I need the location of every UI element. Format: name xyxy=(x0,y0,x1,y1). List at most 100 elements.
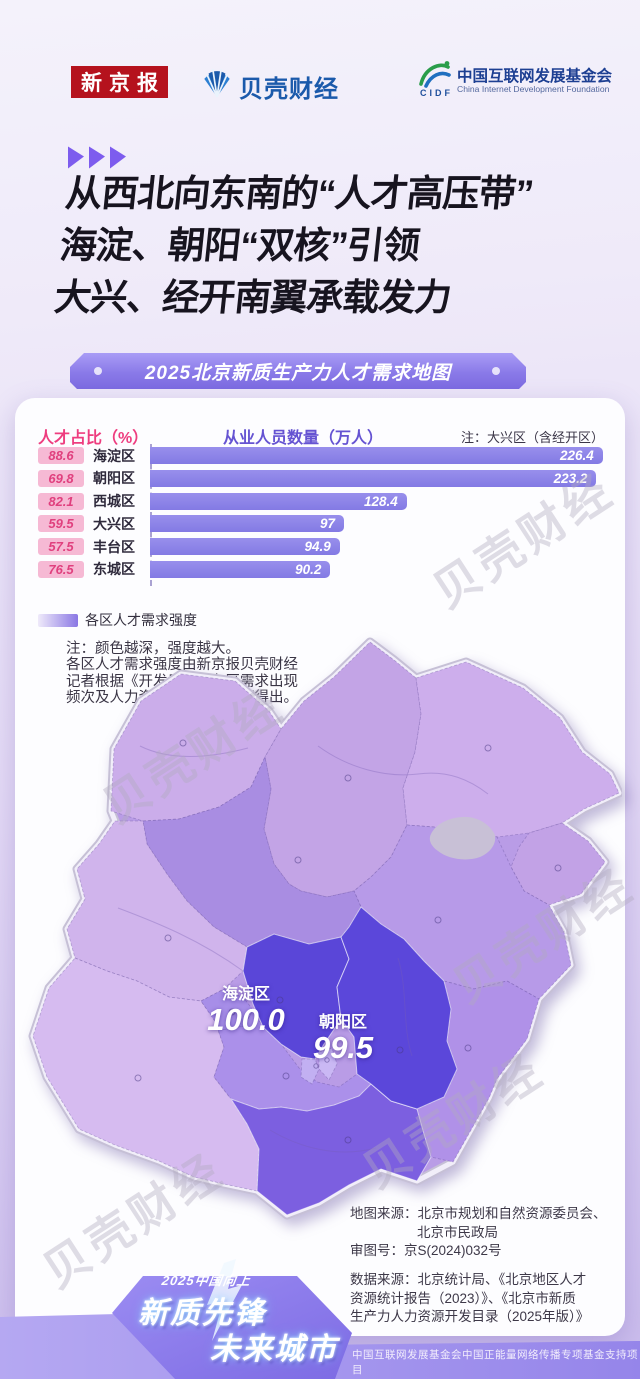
cidf-name-en: China Internet Development Foundation xyxy=(457,84,610,94)
section-banner: 2025北京新质生产力人才需求地图 xyxy=(70,353,526,389)
chart-header-workers: 从业人员数量（万人） xyxy=(222,430,383,447)
footer-graphic xyxy=(0,1255,640,1379)
river-line xyxy=(139,745,249,757)
bar-track: 226.4 xyxy=(150,447,604,464)
table-row: 59.5 大兴区 97 xyxy=(38,515,604,533)
district-label: 西城区 xyxy=(93,493,135,510)
district-label: 海淀区 xyxy=(93,447,135,464)
bar: 97 xyxy=(150,515,344,533)
district-label: 朝阳区 xyxy=(93,470,135,487)
miyun-reservoir xyxy=(429,816,496,860)
bar-track: 223.2 xyxy=(150,469,604,487)
river-line xyxy=(117,907,244,972)
source-line: 生产力人力资源开发目录（2025年版）》 xyxy=(350,1309,590,1324)
district-haidian xyxy=(242,933,350,1060)
cidf-logo-icon xyxy=(418,60,452,93)
cidf-abbr: CIDF xyxy=(420,88,453,98)
map-source-text: 地图来源：北京市规划和自然资源委员会、 北京市民政局 审图号：京S(2024)0… xyxy=(350,1205,622,1261)
share-badge: 57.5 xyxy=(38,538,84,556)
district-shijingshan xyxy=(200,988,254,1031)
district-seat-markers xyxy=(134,739,562,1144)
xinjingbao-logo: 新京报 xyxy=(71,66,168,98)
bar: 90.2 xyxy=(150,560,331,578)
chaoyang-value: 99.5 xyxy=(312,1030,374,1065)
bar-chart: 88.6 海淀区 226.4 69.8 朝阳区 223.2 82.1 西城区 1… xyxy=(38,447,604,578)
share-badge: 82.1 xyxy=(38,492,84,510)
chart-note: 注：大兴区（含经开区） xyxy=(460,430,604,445)
share-badge: 88.6 xyxy=(38,447,84,464)
legend-gradient-swatch xyxy=(38,613,78,627)
chart-header-share: 人才占比（%） xyxy=(38,430,149,447)
banner-title: 2025北京新质生产力人才需求地图 xyxy=(144,362,452,384)
bar-track: 94.9 xyxy=(150,538,604,556)
beike-shell-icon xyxy=(199,63,235,104)
note-line: 各区人才需求强度由新京报贝壳财经 xyxy=(66,657,298,674)
haidian-name: 海淀区 xyxy=(221,986,270,1003)
table-row: 76.5 东城区 90.2 xyxy=(38,560,604,578)
source-line: 北京市民政局 xyxy=(417,1224,498,1240)
map-legend: 各区人才需求强度 xyxy=(38,610,197,630)
beijing-choropleth-map xyxy=(18,628,624,1233)
data-source-text: 数据来源：北京统计局、《北京地区人才 资源统计报告（2023）》、《北京市新质 … xyxy=(350,1271,626,1327)
river-line xyxy=(397,957,413,1057)
table-row: 88.6 海淀区 226.4 xyxy=(38,447,604,464)
title-line-1: 从西北向东南的“人才高压带” xyxy=(63,173,535,214)
bar: 226.4 xyxy=(150,447,603,464)
chart-header: 人才占比（%） 从业人员数量（万人） 注：大兴区（含经开区） xyxy=(38,424,604,447)
source-line: 审图号：京S(2024)032号 xyxy=(350,1243,502,1258)
share-badge: 59.5 xyxy=(38,515,84,533)
district-xicheng xyxy=(300,1058,320,1085)
table-row: 69.8 朝阳区 223.2 xyxy=(38,469,604,487)
title-line-2: 海淀、朝阳“双核”引领 xyxy=(57,225,422,266)
footer-support-text: 中国互联网发展基金会中国正能量网络传播专项基金支持项目 xyxy=(352,1349,638,1376)
banner-dot-right xyxy=(492,367,500,375)
bar-track: 97 xyxy=(150,515,604,533)
source-line: 地图来源：北京市规划和自然资源委员会、 xyxy=(350,1206,607,1221)
district-huairou xyxy=(263,641,422,898)
beike-logo-text: 贝壳财经 xyxy=(239,76,339,103)
river-line xyxy=(317,745,489,795)
bar-value: 223.2 xyxy=(553,470,588,486)
district-label: 东城区 xyxy=(93,561,135,578)
legend-label: 各区人才需求强度 xyxy=(85,612,197,628)
page-title: 从西北向东南的“人才高压带” 海淀、朝阳“双核”引领 大兴、经开南翼承载发力 xyxy=(52,168,636,324)
district-chaoyang xyxy=(336,906,458,1110)
share-badge: 69.8 xyxy=(38,469,84,487)
bar-value: 128.4 xyxy=(364,493,398,509)
bar-value: 226.4 xyxy=(560,448,594,463)
source-line: 数据来源：北京统计局、《北京地区人才 xyxy=(350,1272,587,1287)
chaoyang-map-label: 朝阳区 99.5 xyxy=(284,1008,402,1064)
district-mentougou xyxy=(66,820,248,1002)
bar-track: 90.2 xyxy=(150,560,604,578)
district-daxing xyxy=(229,1083,432,1216)
cidf-name-cn: 中国互联网发展基金会 xyxy=(457,68,613,85)
bar-value: 94.9 xyxy=(304,539,331,555)
share-badge: 76.5 xyxy=(38,560,84,578)
table-row: 57.5 丰台区 94.9 xyxy=(38,538,604,556)
bar-track: 128.4 xyxy=(150,492,604,510)
district-dongcheng xyxy=(318,1047,338,1081)
chart-axis-line xyxy=(150,444,152,586)
bar-value: 97 xyxy=(319,516,335,532)
chaoyang-name: 朝阳区 xyxy=(318,1014,367,1031)
footer-slogan-2: 未来城市 xyxy=(210,1333,338,1366)
bar: 223.2 xyxy=(150,469,597,487)
note-line: 注：颜色越深，强度越大。 xyxy=(66,641,240,657)
triple-arrow-icon xyxy=(68,145,126,169)
district-shunyi xyxy=(353,824,572,1000)
river-line xyxy=(269,1129,377,1153)
banner-dot-left xyxy=(94,367,102,375)
footer-tagline: 2025中国向上 xyxy=(160,1273,252,1288)
haidian-value: 100.0 xyxy=(207,1002,285,1037)
title-line-3: 大兴、经开南翼承载发力 xyxy=(52,277,453,318)
table-row: 82.1 西城区 128.4 xyxy=(38,492,604,510)
source-line: 资源统计报告（2023）》、《北京市新质 xyxy=(350,1290,576,1306)
haidian-map-label: 海淀区 100.0 xyxy=(190,980,302,1036)
bar: 94.9 xyxy=(150,538,340,556)
bar: 128.4 xyxy=(150,492,407,510)
footer-badge xyxy=(112,1276,352,1379)
district-label: 大兴区 xyxy=(93,515,135,532)
footer-slogan-1: 新质先锋 xyxy=(138,1297,266,1330)
district-label: 丰台区 xyxy=(93,538,135,555)
